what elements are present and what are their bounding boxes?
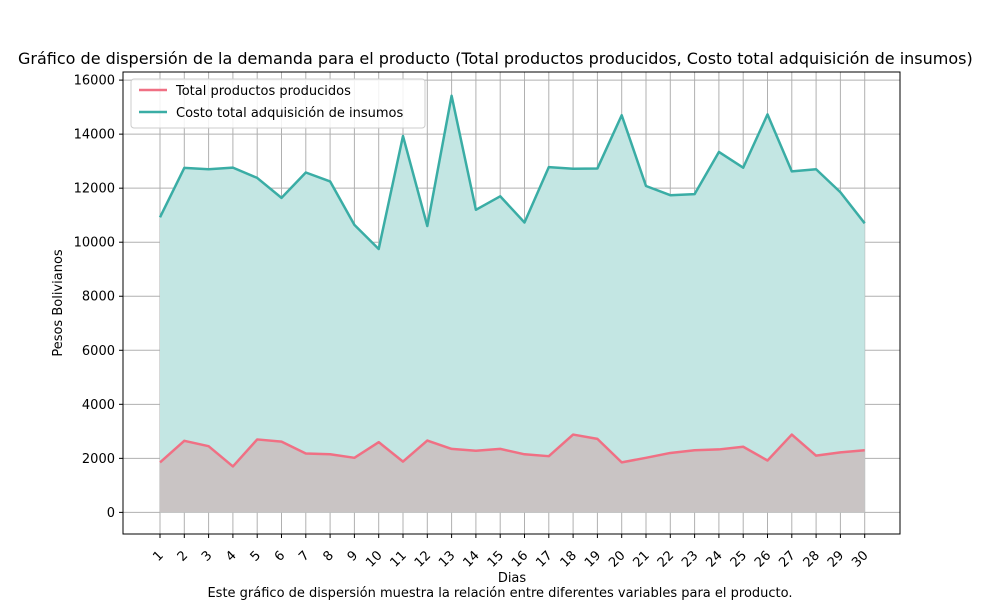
line-series-1 bbox=[158, 94, 866, 251]
y-tick-label: 16000 bbox=[74, 74, 115, 89]
y-tick-label: 12000 bbox=[74, 182, 115, 197]
area-layer bbox=[160, 95, 865, 513]
x-tick-label: 23 bbox=[679, 548, 701, 570]
x-tick-label: 15 bbox=[485, 548, 507, 570]
line-series-0 bbox=[159, 433, 865, 468]
legend-label-cost: Costo total adquisición de insumos bbox=[176, 106, 403, 121]
x-tick-label: 5 bbox=[248, 548, 264, 564]
plot-frame bbox=[122, 71, 901, 535]
x-tick-label: 6 bbox=[272, 548, 288, 564]
x-tick-label: 22 bbox=[655, 548, 677, 570]
x-tick-label: 29 bbox=[825, 548, 847, 570]
x-tick-label: 18 bbox=[558, 548, 580, 570]
x-tick-label: 16 bbox=[509, 548, 531, 570]
y-tick-label: 14000 bbox=[74, 128, 115, 143]
x-tick-label: 11 bbox=[388, 548, 410, 570]
x-tick-label: 26 bbox=[752, 548, 774, 570]
x-tick-label: 4 bbox=[223, 548, 239, 564]
x-tick-label: 17 bbox=[533, 548, 555, 570]
area-fill-series-0 bbox=[160, 434, 865, 513]
x-tick-label: 13 bbox=[436, 548, 458, 570]
x-tick-label: 3 bbox=[199, 548, 215, 564]
x-tick-label: 28 bbox=[801, 548, 823, 570]
x-tick-label: 1 bbox=[150, 548, 166, 564]
y-tick-label: 6000 bbox=[82, 344, 115, 359]
legend-box bbox=[130, 78, 426, 129]
y-tick-label: 0 bbox=[107, 506, 115, 521]
x-tick-label: 10 bbox=[363, 548, 385, 570]
x-tick-label: 19 bbox=[582, 548, 604, 570]
x-axis-label: Dias bbox=[498, 571, 527, 586]
x-tick-label: 12 bbox=[412, 548, 434, 570]
x-tick-label: 2 bbox=[175, 548, 191, 564]
y-tick-label: 2000 bbox=[82, 452, 115, 467]
x-tick-label: 9 bbox=[345, 548, 361, 564]
y-axis-label: Pesos Bolivianos bbox=[51, 249, 66, 357]
x-tick-label: 21 bbox=[631, 548, 653, 570]
x-tick-label: 14 bbox=[460, 548, 482, 570]
x-tick-label: 20 bbox=[606, 548, 628, 570]
x-tick-label: 8 bbox=[320, 548, 336, 564]
legend: Total productos producidos Costo total a… bbox=[130, 78, 426, 129]
x-tick-label: 25 bbox=[728, 548, 750, 570]
x-tick-label: 27 bbox=[776, 548, 798, 570]
legend-label-production: Total productos producidos bbox=[175, 84, 351, 99]
line-layer bbox=[158, 94, 866, 468]
chart-caption: Este gráfico de dispersión muestra la re… bbox=[207, 586, 792, 600]
x-tick-label: 24 bbox=[703, 548, 725, 570]
area-fill-series-1 bbox=[160, 95, 865, 513]
y-tick-label: 10000 bbox=[74, 236, 115, 251]
y-tick-label: 8000 bbox=[82, 290, 115, 305]
x-tick-label: 30 bbox=[849, 548, 871, 570]
chart-title: Gráfico de dispersión de la demanda para… bbox=[18, 49, 973, 68]
y-tick-label: 4000 bbox=[82, 398, 115, 413]
x-tick-label: 7 bbox=[296, 548, 312, 564]
